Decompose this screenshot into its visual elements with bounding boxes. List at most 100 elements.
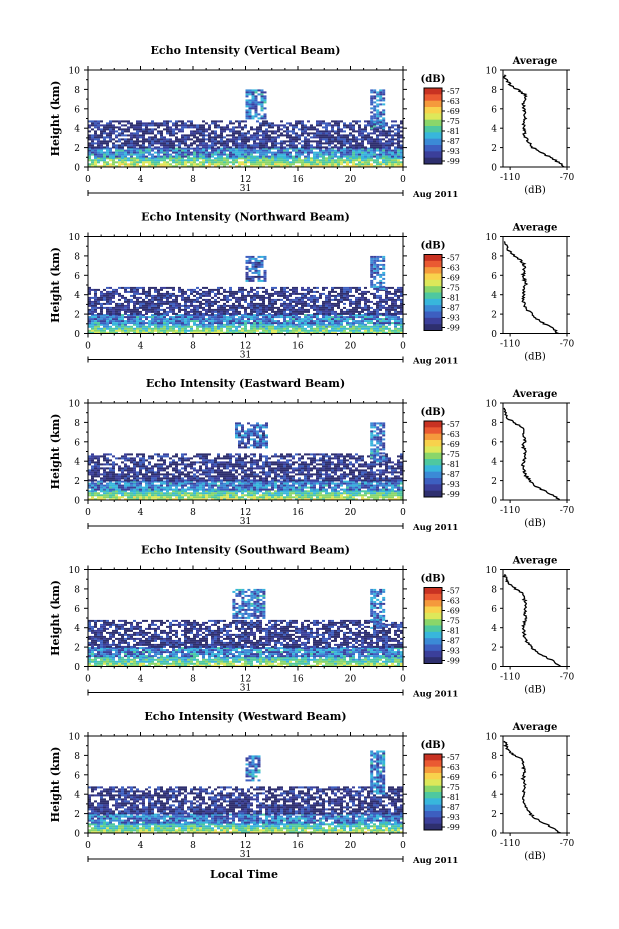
heatmap-cell xyxy=(97,138,100,141)
heatmap-cell xyxy=(253,159,256,162)
heatmap-cell xyxy=(268,155,271,158)
heatmap-cell xyxy=(400,302,403,305)
heatmap-cell xyxy=(340,288,343,291)
heatmap-cell xyxy=(208,146,211,149)
heatmap-cell xyxy=(115,318,118,321)
heatmap-cell xyxy=(217,142,220,145)
heatmap-cell xyxy=(202,142,205,145)
avg-x-tick-label: -110 xyxy=(500,173,520,183)
heatmap-cell xyxy=(181,298,184,301)
heatmap-cell xyxy=(331,322,334,325)
heatmap-cell xyxy=(178,492,181,495)
heatmap-cell xyxy=(352,331,355,334)
heatmap-cell xyxy=(94,134,97,137)
heatmap-cell xyxy=(388,292,391,295)
heatmap-cell xyxy=(280,132,283,135)
heatmap-cell xyxy=(355,308,358,311)
heatmap-cell xyxy=(313,126,316,129)
heatmap-cell xyxy=(184,144,187,147)
heatmap-cell xyxy=(226,149,229,152)
heatmap-cell xyxy=(331,130,334,133)
heatmap-cell xyxy=(205,153,208,156)
heatmap-cell xyxy=(202,132,205,135)
heatmap-cell xyxy=(235,300,238,303)
heatmap-cell xyxy=(298,490,301,493)
heatmap-cell xyxy=(358,144,361,147)
heatmap-cell xyxy=(142,161,145,164)
heatmap-cell xyxy=(322,132,325,135)
heatmap-cell xyxy=(253,304,256,307)
heatmap-cell xyxy=(106,286,109,289)
heatmap-cell xyxy=(163,157,166,160)
heatmap-cell xyxy=(289,314,292,317)
heatmap-cell xyxy=(220,161,223,164)
heatmap-cell xyxy=(259,302,262,305)
heatmap-cell xyxy=(136,496,139,499)
heatmap-cell xyxy=(202,120,205,123)
heatmap-cell xyxy=(184,161,187,164)
heatmap-cell xyxy=(100,316,103,319)
heatmap-cell xyxy=(166,320,169,323)
heatmap-cell xyxy=(193,161,196,164)
heatmap-cell xyxy=(193,329,196,332)
heatmap-cell xyxy=(154,296,157,299)
heatmap-cell xyxy=(379,300,382,303)
heatmap-cell xyxy=(274,325,277,328)
heatmap-cell xyxy=(121,130,124,133)
heatmap-cell xyxy=(325,147,328,150)
heatmap-cell xyxy=(127,318,130,321)
heatmap-cell xyxy=(301,130,304,133)
heatmap-cell xyxy=(322,163,325,166)
heatmap-cell xyxy=(118,128,121,131)
heatmap-cell xyxy=(379,492,382,495)
heatmap-cell xyxy=(397,329,400,332)
heatmap-cell xyxy=(373,255,377,258)
heatmap-cell xyxy=(325,492,328,495)
heatmap-cell xyxy=(259,163,262,166)
heatmap-cell xyxy=(130,320,133,323)
heatmap-cell xyxy=(226,308,229,311)
heatmap-cell xyxy=(133,310,136,313)
heatmap-cell xyxy=(310,320,313,323)
heatmap-cell xyxy=(151,165,154,167)
heatmap-cell xyxy=(154,496,157,499)
heatmap-cell xyxy=(106,290,109,293)
heatmap-cell xyxy=(247,155,250,158)
heatmap-cell xyxy=(370,127,374,130)
heatmap-cell xyxy=(382,159,385,162)
heatmap-cell xyxy=(229,492,232,495)
heatmap-cell xyxy=(254,89,258,92)
heatmap-cell xyxy=(358,316,361,319)
heatmap-cell xyxy=(295,298,298,301)
heatmap-cell xyxy=(376,314,379,317)
heatmap-cell xyxy=(160,490,163,493)
heatmap-cell xyxy=(106,157,109,160)
heatmap-cell xyxy=(295,165,298,167)
heatmap-cell xyxy=(187,155,190,158)
heatmap-cell xyxy=(262,304,265,307)
heatmap-cell xyxy=(247,138,250,141)
heatmap-cell xyxy=(301,165,304,167)
heatmap-cell xyxy=(274,327,277,330)
heatmap-cell xyxy=(229,128,232,131)
heatmap-cell xyxy=(160,144,163,147)
heatmap-cell xyxy=(118,132,121,135)
heatmap-cell xyxy=(361,496,364,499)
heatmap-cell xyxy=(127,286,130,289)
heatmap-cell xyxy=(139,134,142,137)
heatmap-cell xyxy=(127,130,130,133)
heatmap-cell xyxy=(260,101,264,104)
heatmap-cell xyxy=(130,161,133,164)
heatmap-cell xyxy=(373,494,376,497)
heatmap-cell xyxy=(313,153,316,156)
heatmap-cell xyxy=(247,161,250,164)
heatmap-cell xyxy=(388,130,391,133)
heatmap-cell xyxy=(373,294,376,297)
colorbar-swatch xyxy=(424,267,442,274)
heatmap-cell xyxy=(313,492,316,495)
heatmap-cell xyxy=(286,130,289,133)
heatmap-cell xyxy=(250,159,253,162)
heatmap-cell xyxy=(214,138,217,141)
heatmap-cell xyxy=(220,320,223,323)
heatmap-cell xyxy=(121,318,124,321)
